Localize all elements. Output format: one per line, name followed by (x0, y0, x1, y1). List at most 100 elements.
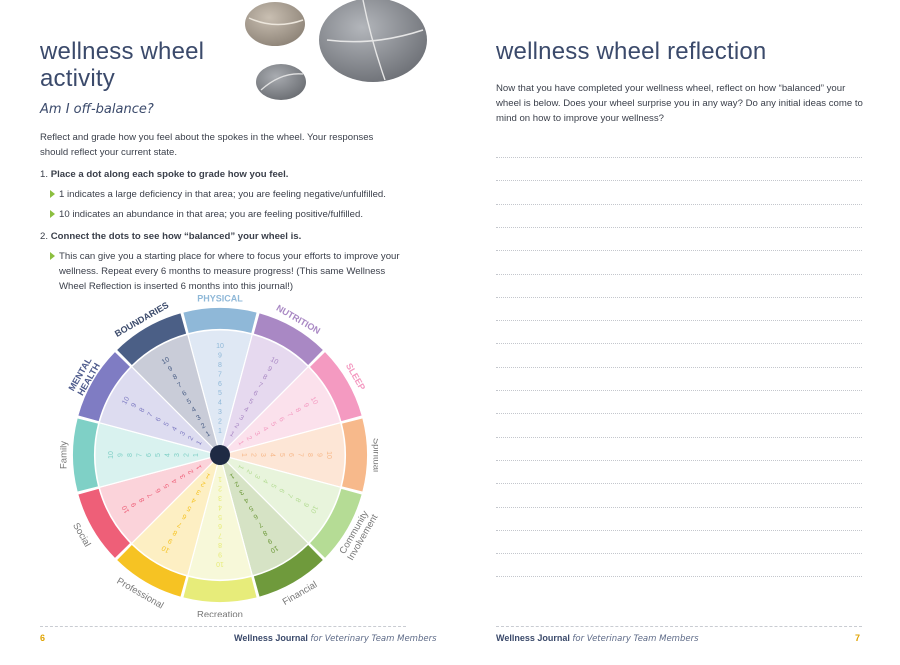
writing-line (496, 226, 862, 228)
wheel-band-financial (253, 545, 323, 597)
wheel-band-family (73, 418, 98, 492)
scale-number: 3 (179, 473, 187, 480)
scale-number: 1 (236, 463, 244, 470)
scale-number: 8 (127, 453, 134, 457)
scale-number: 6 (155, 487, 163, 494)
scale-number: 5 (186, 398, 193, 406)
scale-number: 3 (218, 494, 222, 501)
scale-number: 6 (287, 453, 294, 457)
scale-number: 5 (218, 390, 222, 397)
scale-number: 1 (196, 440, 204, 447)
scale-number: 5 (163, 421, 171, 428)
scale-number: 6 (252, 390, 259, 398)
scale-number: 1 (218, 428, 222, 435)
scale-number: 9 (218, 550, 222, 557)
wheel-label-family: Family (59, 441, 70, 469)
scale-number: 8 (261, 374, 268, 382)
footer-journal: Wellness Journal (234, 633, 308, 643)
scale-number: 7 (176, 520, 183, 528)
scale-number: 2 (233, 422, 240, 430)
scale-number: 10 (216, 343, 224, 350)
scale-number: 9 (302, 501, 310, 508)
scale-number: 2 (233, 480, 240, 488)
writing-line (496, 273, 862, 275)
scale-number: 10 (269, 544, 279, 554)
scale-number: 10 (269, 356, 279, 366)
scale-number: 6 (218, 522, 222, 529)
wheel-band-boundaries (117, 313, 187, 365)
footer-journal: Wellness Journal (496, 633, 570, 643)
scale-number: 8 (172, 528, 179, 536)
scale-number: 10 (216, 560, 224, 567)
scale-number: 2 (200, 422, 207, 430)
writing-line (496, 553, 862, 555)
right-page: wellness wheel reflection Now that you h… (450, 0, 900, 665)
scale-number: 3 (195, 488, 202, 496)
scale-number: 10 (161, 356, 171, 366)
bullet-text: 10 indicates an abundance in that area; … (59, 209, 364, 220)
intro-text: Reflect and grade how you feel about the… (40, 132, 374, 158)
writing-line (496, 296, 862, 298)
scale-number: 3 (253, 473, 261, 480)
page-title: wellness wheel activity (40, 38, 205, 92)
scale-number: 9 (167, 365, 174, 373)
scale-number: 8 (218, 362, 222, 369)
scale-number: 9 (266, 537, 273, 545)
scale-number: 4 (165, 453, 172, 457)
scale-number: 8 (293, 407, 301, 414)
step-2: 2. Connect the dots to see how “balanced… (40, 229, 410, 294)
section-subtitle: Am I off-balance? (40, 102, 154, 117)
scale-number: 6 (277, 416, 285, 423)
scale-number: 4 (261, 477, 269, 484)
scale-number: 7 (285, 492, 293, 499)
scale-number: 2 (187, 435, 195, 442)
scale-number: 5 (269, 482, 277, 489)
scale-number: 5 (186, 504, 193, 512)
footer-divider (496, 626, 862, 627)
scale-number: 3 (179, 430, 187, 437)
step-heading: 2. Connect the dots to see how “balanced… (40, 229, 410, 244)
scale-number: 1 (193, 453, 200, 457)
scale-number: 9 (130, 402, 138, 409)
writing-line (496, 180, 862, 182)
writing-line (496, 320, 862, 322)
wheel-label-recreation: Recreation (197, 610, 243, 617)
footer-title: Wellness Journal for Veterinary Team Mem… (496, 633, 699, 644)
page-number: 6 (40, 633, 46, 643)
scale-number: 7 (147, 492, 155, 499)
scale-number: 6 (181, 512, 188, 520)
writing-line (496, 157, 862, 158)
scale-number: 9 (266, 365, 273, 373)
wheel-band-social (78, 488, 130, 558)
wheel-band-mental-health (78, 352, 130, 422)
writing-line (496, 529, 862, 531)
scale-number: 7 (218, 532, 222, 539)
scale-number: 1 (240, 453, 247, 457)
scale-number: 3 (259, 453, 266, 457)
scale-number: 4 (242, 406, 249, 414)
footer-for-text: for Veterinary Team Members (310, 634, 437, 644)
scale-number: 1 (205, 430, 212, 438)
step-1: 1. Place a dot along each spoke to grade… (40, 167, 410, 222)
scale-number: 8 (172, 373, 179, 381)
scale-number: 8 (261, 528, 268, 536)
scale-number: 8 (293, 496, 301, 503)
scale-number: 9 (118, 453, 125, 457)
wellness-wheel: 12345678910PHYSICAL12345678910NUTRITION1… (59, 295, 378, 617)
scale-number: 7 (257, 520, 264, 528)
writing-line (496, 483, 862, 485)
scale-number: 6 (218, 381, 222, 388)
stones-photo (245, 0, 427, 100)
wheel-band-community-involvement (310, 488, 362, 558)
scale-number: 9 (167, 537, 174, 545)
wheel-band-physical (183, 308, 257, 333)
scale-number: 10 (309, 396, 319, 406)
scale-number: 2 (218, 485, 222, 492)
scale-number: 6 (252, 512, 259, 520)
scale-number: 4 (171, 426, 179, 433)
scale-number: 5 (218, 513, 222, 520)
writing-line (496, 366, 862, 368)
scale-number: 5 (247, 504, 254, 512)
step-number: 2. (40, 231, 49, 242)
wheel-band-recreation (183, 577, 257, 602)
